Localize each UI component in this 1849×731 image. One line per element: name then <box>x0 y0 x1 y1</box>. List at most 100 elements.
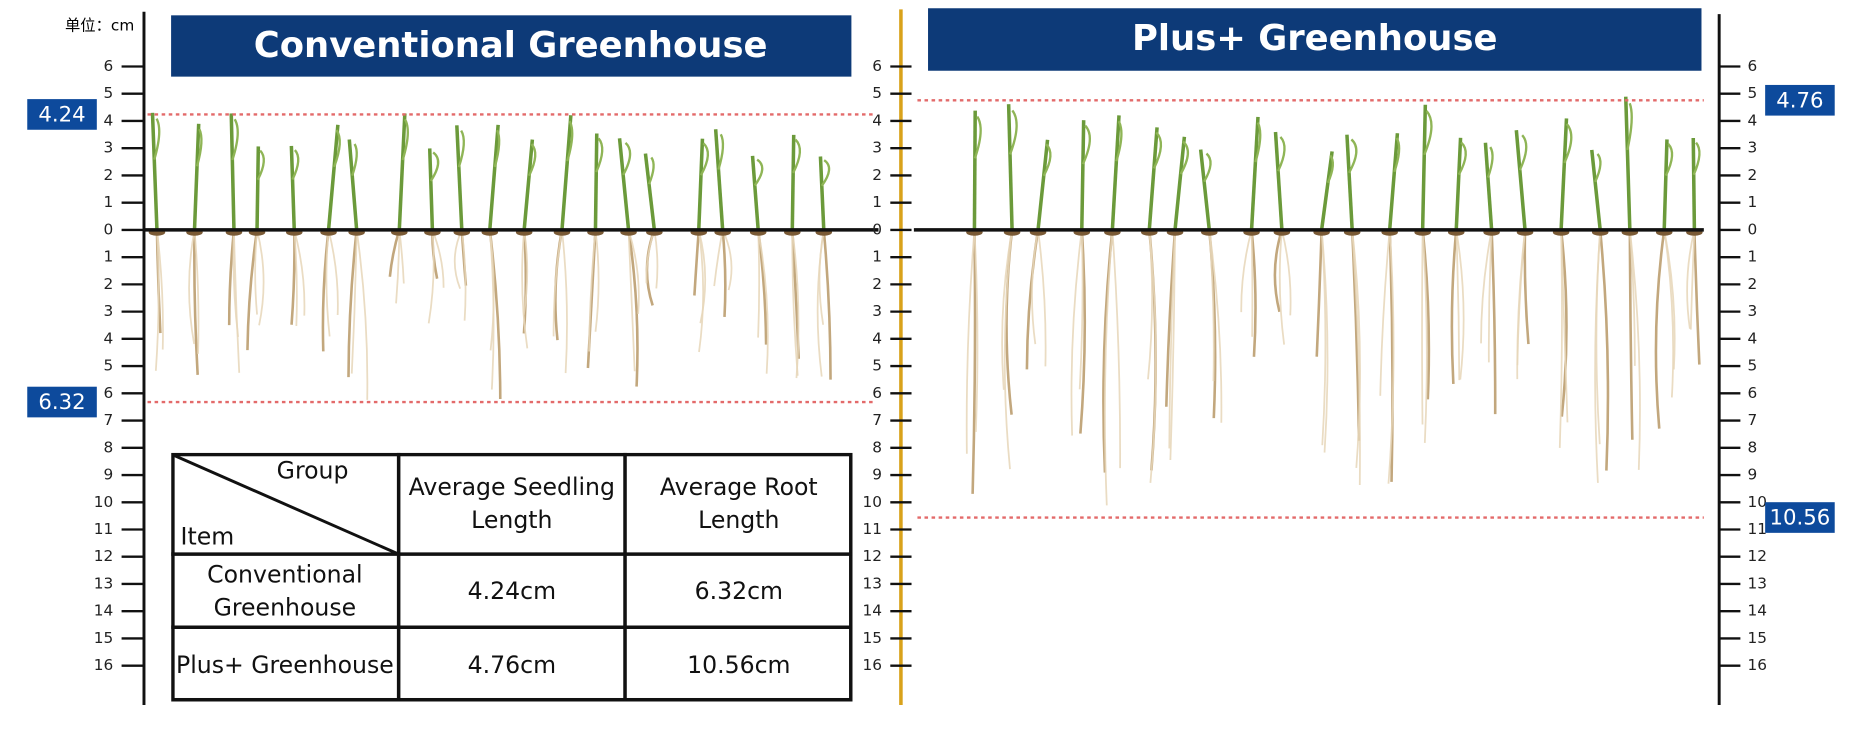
ruler-label: 12 <box>94 547 114 565</box>
ruler-label: 0 <box>104 220 114 238</box>
root <box>1031 229 1039 345</box>
leaf <box>493 129 501 168</box>
root <box>254 229 258 315</box>
leaf <box>1008 109 1018 155</box>
panel-title: Conventional Greenhouse <box>254 25 768 66</box>
ruler-label: 1 <box>872 248 882 266</box>
leaf <box>1179 140 1190 175</box>
shoot <box>427 148 435 230</box>
shoot <box>1147 127 1159 231</box>
ruler-label: 2 <box>872 275 882 293</box>
ruler-label: 4 <box>104 329 114 347</box>
leaf <box>1423 110 1433 156</box>
root <box>521 229 529 349</box>
root <box>460 229 467 321</box>
ruler-label: 3 <box>104 139 114 157</box>
table-cell: 6.32cm <box>694 576 784 605</box>
column-header: Average Seedling Length <box>408 472 615 535</box>
root <box>1686 229 1696 329</box>
ruler-label: 5 <box>104 84 114 102</box>
root <box>1455 229 1465 380</box>
ruler-label: 7 <box>1747 411 1757 429</box>
root <box>290 229 296 325</box>
ruler-label: 3 <box>872 302 882 320</box>
ruler-label: 2 <box>872 166 882 184</box>
root <box>1208 229 1215 382</box>
shoot <box>1036 139 1050 231</box>
shoot <box>347 139 359 231</box>
shoot <box>750 155 760 231</box>
root <box>453 229 463 289</box>
ruler-label: 12 <box>1747 547 1767 565</box>
table-holder: Group Item Average Seedling Length Avera… <box>171 452 853 702</box>
root <box>1490 229 1497 415</box>
ruler-label: 5 <box>1747 84 1757 102</box>
leaf <box>457 129 465 168</box>
marker-label: 6.32 <box>38 390 85 415</box>
shoot <box>1420 104 1428 230</box>
root <box>1558 229 1563 448</box>
shoot <box>617 138 631 231</box>
ruler-label: 3 <box>1747 139 1757 157</box>
marker-label: 10.56 <box>1770 506 1831 531</box>
leaf <box>566 120 574 162</box>
root <box>1351 229 1361 486</box>
root <box>1379 229 1391 396</box>
root <box>327 229 339 316</box>
root <box>1387 229 1395 484</box>
shoot <box>1173 136 1187 231</box>
ruler-label: 1 <box>872 193 882 211</box>
ruler-label: 5 <box>1747 357 1757 375</box>
leaf <box>195 128 203 167</box>
shoot <box>1623 96 1632 230</box>
root <box>561 229 568 374</box>
ruler-label: 10 <box>1747 493 1767 511</box>
leaf <box>792 138 802 174</box>
shoot <box>488 124 500 231</box>
root <box>627 229 636 372</box>
shoot <box>1319 151 1334 231</box>
leaf <box>699 142 710 176</box>
shoot <box>397 113 407 230</box>
ruler-label: 2 <box>1747 166 1757 184</box>
ruler-label: 15 <box>863 629 883 647</box>
leaf <box>1594 153 1602 183</box>
ruler-label: 1 <box>1747 193 1757 211</box>
root <box>193 229 200 354</box>
leaf <box>1563 123 1573 164</box>
ruler-label: 15 <box>1747 629 1767 647</box>
ruler-label: 6 <box>1747 57 1757 75</box>
marker-label: 4.76 <box>1776 88 1823 113</box>
root <box>1693 229 1701 365</box>
shoot <box>326 124 340 231</box>
root <box>594 229 600 332</box>
root <box>1523 229 1530 345</box>
ruler-label: 8 <box>104 438 114 456</box>
ruler-label: 10 <box>863 493 883 511</box>
root <box>791 229 800 379</box>
ruler-label: 4 <box>104 111 114 129</box>
shoot <box>1691 137 1697 230</box>
title-box <box>928 8 1702 71</box>
ruler-label: 6 <box>1747 384 1757 402</box>
leaf <box>973 115 982 159</box>
root <box>154 229 160 371</box>
leaf <box>1081 124 1091 165</box>
root <box>1003 229 1013 470</box>
root <box>816 229 825 377</box>
root <box>1240 229 1253 313</box>
row-header: Plus+ Greenhouse <box>175 650 394 679</box>
root <box>1320 229 1329 453</box>
shoot <box>192 123 201 230</box>
root <box>1689 229 1696 330</box>
root <box>233 229 241 373</box>
root <box>627 229 640 315</box>
shoot <box>1006 104 1014 230</box>
ruler-label: 11 <box>94 520 114 538</box>
root <box>347 229 358 378</box>
leaf <box>256 149 265 181</box>
shoot <box>1273 131 1284 231</box>
shoot <box>593 133 599 230</box>
